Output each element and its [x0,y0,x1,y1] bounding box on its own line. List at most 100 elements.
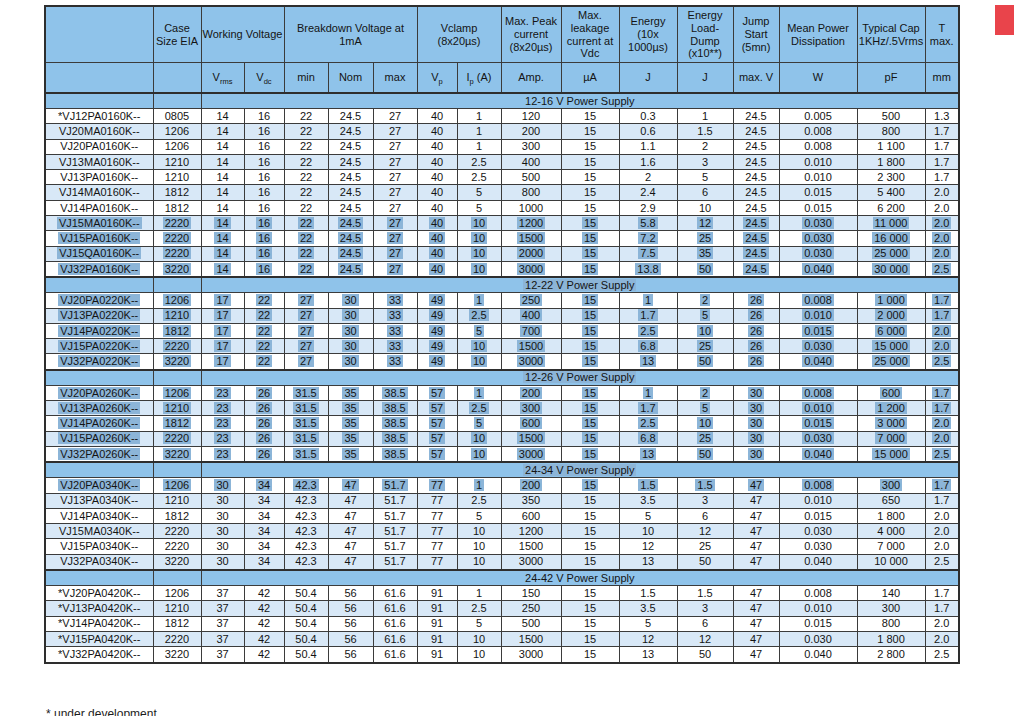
cell-text: 6.8 [638,432,657,444]
cell-text: 1.7 [934,587,949,599]
value-cell: 50.4 [284,647,328,663]
cell-text: 1.1 [640,140,655,152]
part-number-cell: VJ14PA0340K-- [45,508,153,523]
cell-text: 2 [700,294,710,306]
cell-text: 14 [214,247,230,259]
cell-text: 77 [431,510,443,522]
value-cell: 5 [457,200,501,215]
cell-text: 47 [344,494,356,506]
value-cell: 27 [373,139,417,154]
cell-text: 1200 [517,217,545,229]
value-cell: 15 [561,631,619,646]
cell-text: 30 [748,402,764,414]
cell-text: VJ32PA0160K-- [58,263,140,275]
value-cell: 5 400 [857,185,925,200]
value-cell: 40 [417,170,457,185]
cell-text: 1.7 [638,309,657,321]
cell-text: 17 [214,309,230,321]
cell-text: 1 [476,140,482,152]
band-spacer-cell [45,570,153,586]
cell-text: 23 [214,417,230,429]
cell-text: 2.0 [934,186,949,198]
value-cell: 1812 [153,508,201,523]
cell-text: 15 [584,540,596,552]
value-cell: 10 [457,446,501,462]
part-number-cell: VJ13PA0160K-- [45,170,153,185]
cell-text: 1 800 [877,510,905,522]
cell-text: 0.030 [802,432,834,444]
cell-text: 91 [431,602,443,614]
value-cell: 0.010 [779,601,857,616]
cell-text: 7 000 [875,432,907,444]
cell-text: 0.008 [802,479,834,491]
value-cell: 47 [733,631,779,646]
cell-text: 38.5 [382,387,407,399]
cell-text: 40 [431,140,443,152]
value-cell: 77 [417,508,457,523]
cell-text: VJ13PA0220K-- [58,309,140,321]
value-cell: 2 300 [857,170,925,185]
value-cell: 140 [857,586,925,601]
value-cell: 3.5 [619,601,677,616]
value-cell: 16 [244,185,284,200]
value-cell: 2 [677,385,733,400]
cell-text: 1 [474,294,484,306]
cell-text: 0.010 [802,309,834,321]
value-cell: 40 [417,246,457,261]
value-cell: 15 [561,246,619,261]
value-cell: 0.030 [779,339,857,354]
value-cell: 30 [201,478,244,493]
value-cell: 1 000 [857,293,925,308]
cell-text: 22 [298,232,314,244]
cell-text: 35 [342,432,358,444]
cell-text: 3.5 [640,494,655,506]
value-cell: 24.5 [733,185,779,200]
value-cell: 1206 [153,385,201,400]
value-cell: 0.010 [779,154,857,169]
cell-text: 12 [699,633,711,645]
value-cell: 5 [619,616,677,631]
cell-text: 1 800 [877,633,905,645]
cell-text: 1.7 [934,602,949,614]
cell-text: 50.4 [295,648,316,660]
value-cell: 24.5 [328,216,373,231]
cell-text: 31.5 [293,448,318,460]
value-cell: 15 [561,647,619,663]
value-cell: 47 [733,508,779,523]
cell-text: 47 [750,525,762,537]
cell-text: 38.5 [382,448,407,460]
cell-text: 25 [697,232,713,244]
table-row: VJ14PA0260K--1812232631.53538.5575600152… [45,416,959,431]
value-cell: 30 [733,385,779,400]
cell-text: 50.4 [295,617,316,629]
cell-text: VJ15MA0160K-- [57,217,142,229]
cell-text: 50 [699,648,711,660]
value-cell: 2.5 [457,401,501,416]
value-cell: 34 [244,539,284,554]
cell-text: 300 [880,479,902,491]
value-cell: 6 [677,616,733,631]
cell-text: 400 [520,309,542,321]
part-number-cell: VJ15PA0340K-- [45,539,153,554]
value-cell: 0.040 [779,554,857,570]
value-cell: 16 [244,139,284,154]
value-cell: 6 000 [857,323,925,338]
value-cell: 5 [457,323,501,338]
cell-text: 14 [216,125,228,137]
value-cell: 1812 [153,323,201,338]
value-cell: 23 [201,416,244,431]
cell-text: 42 [258,587,270,599]
cell-text: 14 [216,110,228,122]
cell-text: 24.5 [340,140,361,152]
value-cell: 24.5 [733,139,779,154]
cell-text: 1.7 [932,294,951,306]
value-cell: 34 [244,554,284,570]
cell-text: 34 [258,494,270,506]
cell-text: 800 [882,125,900,137]
cell-text: 0.040 [802,355,834,367]
cell-text: 22 [298,263,314,275]
cell-text: 47 [750,587,762,599]
cell-text: VJ15QA0160K-- [57,247,141,259]
value-cell: 0.010 [779,493,857,508]
value-cell: 2.0 [925,185,959,200]
